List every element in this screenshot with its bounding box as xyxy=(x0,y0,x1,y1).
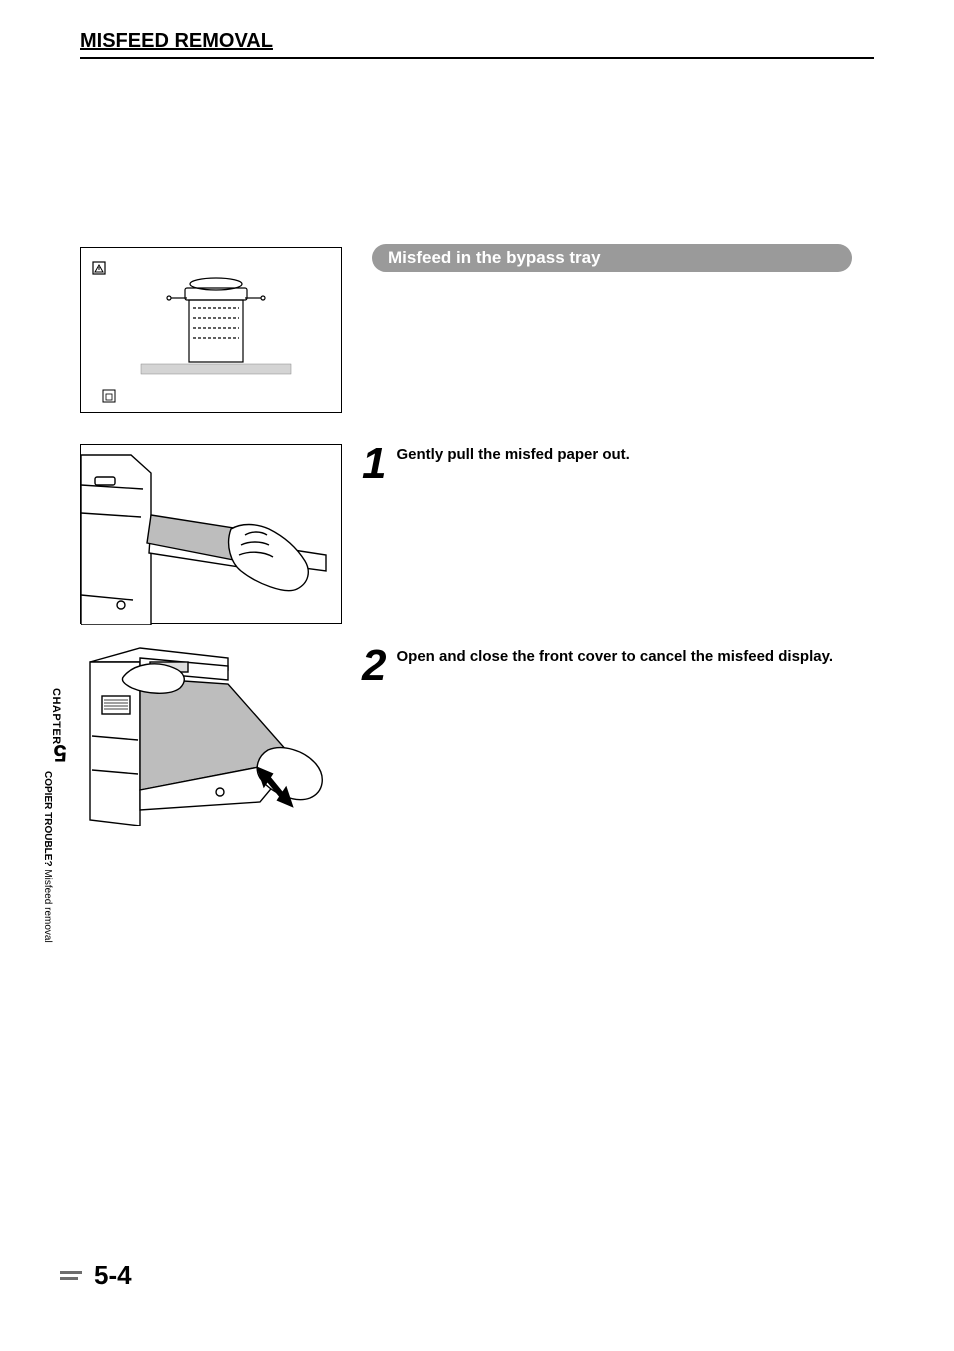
page-number: 5-4 xyxy=(94,1260,132,1291)
sidebar-chapter: CHAPTER5 xyxy=(42,688,70,759)
illustration-display-panel xyxy=(80,247,342,413)
step-2-number: 2 xyxy=(362,644,386,688)
step-1-number: 1 xyxy=(362,442,386,486)
sidebar-chapter-word: CHAPTER xyxy=(50,688,62,745)
step-2-row: 2 Open and close the front cover to canc… xyxy=(362,644,874,688)
page-header-title: MISFEED REMOVAL xyxy=(80,30,273,52)
sidebar-chapter-number: 5 xyxy=(53,738,67,766)
section-heading-text: Misfeed in the bypass tray xyxy=(388,248,601,268)
sidebar-subtitle-rest: Misfeed removal xyxy=(42,866,53,942)
illustration-pull-paper xyxy=(80,444,342,624)
sidebar-chapter-label: CHAPTER5 COPIER TROUBLE? Misfeed removal xyxy=(42,688,62,1048)
sidebar-subtitle: COPIER TROUBLE? Misfeed removal xyxy=(42,771,53,943)
footer: 5-4 xyxy=(60,1260,132,1291)
sidebar-subtitle-bold: COPIER TROUBLE? xyxy=(42,771,53,867)
illustration-front-cover xyxy=(80,640,342,826)
page-header: MISFEED REMOVAL xyxy=(80,30,874,59)
step-2-text: Open and close the front cover to cancel… xyxy=(396,644,874,665)
footer-decor-bars xyxy=(60,1271,82,1280)
step-1-row: 1 Gently pull the misfed paper out. xyxy=(362,442,874,486)
section-heading-pill: Misfeed in the bypass tray xyxy=(372,244,852,272)
step-1-text: Gently pull the misfed paper out. xyxy=(396,442,874,463)
